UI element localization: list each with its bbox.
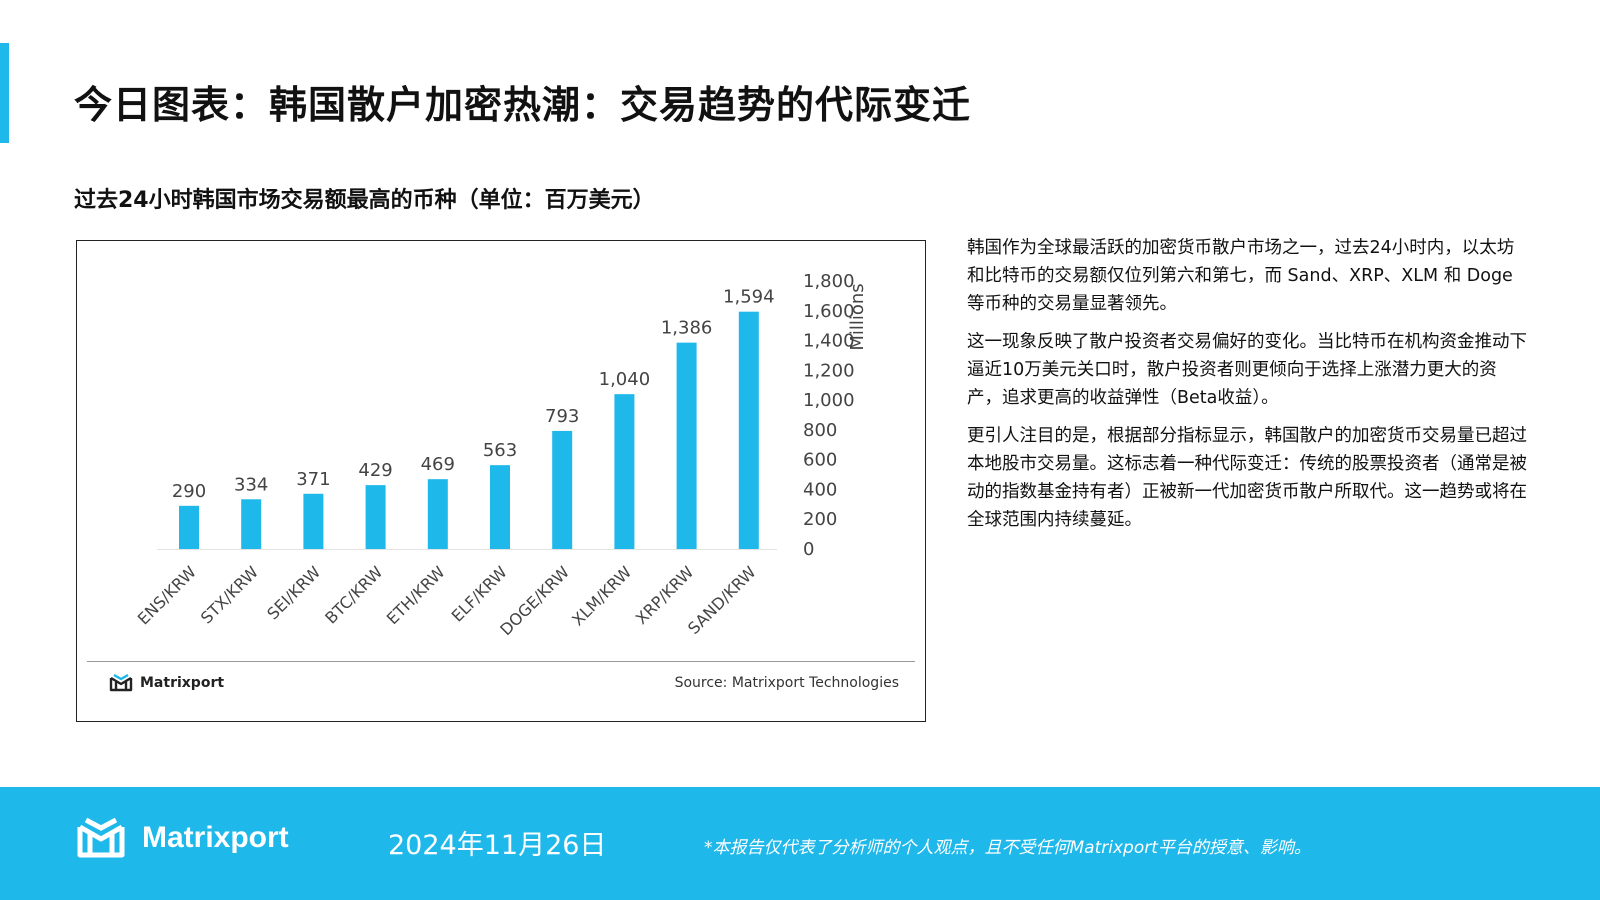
y-axis-label: Millions: [847, 283, 868, 350]
chart-subtitle: 过去24小时韩国市场交易额最高的币种（单位：百万美元）: [74, 188, 655, 213]
commentary-paragraph-1: 韩国作为全球最活跃的加密货币散户市场之一，过去24小时内，以太坊和比特币的交易额…: [967, 238, 1515, 314]
y-tick-label: 200: [803, 509, 837, 530]
disclaimer: *本报告仅代表了分析师的个人观点，且不受任何Matrixport平台的授意、影响…: [704, 838, 1311, 858]
footer-bar: Matrixport 2024年11月26日 *本报告仅代表了分析师的个人观点，…: [0, 787, 1600, 900]
x-tick-label: ENS/KRW: [134, 562, 200, 628]
data-label: 334: [234, 474, 268, 495]
commentary: 韩国作为全球最活跃的加密货币散户市场之一，过去24小时内，以太坊和比特币的交易额…: [967, 234, 1527, 544]
y-tick-label: 1,400: [803, 331, 855, 352]
matrixport-logo-icon: [77, 817, 125, 858]
x-tick-label: SAND/KRW: [684, 562, 760, 638]
commentary-paragraph-3: 更引人注目的是，根据部分指标显示，韩国散户的加密货币交易量已超过本地股市交易量。…: [967, 426, 1527, 530]
bar: [241, 499, 262, 549]
data-label: 290: [172, 481, 206, 502]
data-label: 469: [421, 454, 455, 475]
data-label: 1,040: [599, 369, 651, 390]
bar: [427, 479, 448, 549]
bar: [676, 342, 697, 549]
bar: [738, 311, 759, 549]
bar: [490, 465, 510, 549]
bar: [179, 505, 199, 549]
data-label: 563: [483, 440, 517, 461]
chart-source: Source: Matrixport Technologies: [674, 675, 899, 691]
bar-chart: 290 ENS/KRW 334 STX/KRW 371 SEI/KRW 429 BTC/KRW…: [134, 271, 868, 639]
data-label: 1,386: [661, 318, 713, 339]
y-tick-label: 1,800: [803, 271, 855, 292]
data-label: 429: [358, 460, 392, 481]
x-tick-label: XRP/KRW: [632, 562, 698, 628]
bar: [303, 493, 324, 549]
chart-container: 290 ENS/KRW 334 STX/KRW 371 SEI/KRW 429 BTC/KRW…: [76, 240, 926, 722]
title-accent-bar: [0, 43, 9, 143]
chart-logo: Matrixport: [109, 674, 224, 692]
x-tick-label: ETH/KRW: [383, 562, 449, 628]
y-tick-label: 0: [803, 539, 814, 560]
y-tick-label: 1,600: [803, 301, 855, 322]
data-label: 793: [545, 406, 579, 427]
y-tick-label: 800: [803, 420, 837, 441]
chart-footer-divider: [87, 661, 915, 662]
chart-logo-text: Matrixport: [140, 675, 225, 691]
y-tick-label: 600: [803, 450, 837, 471]
x-tick-label: STX/KRW: [197, 562, 262, 627]
footer-logo: Matrixport: [76, 817, 289, 859]
x-tick-label: BTC/KRW: [321, 562, 386, 627]
y-tick-label: 1,000: [803, 390, 855, 411]
y-tick-label: 1,200: [803, 360, 855, 381]
page-title: 今日图表：韩国散户加密热潮：交易趋势的代际变迁: [74, 83, 972, 127]
data-label: 1,594: [723, 287, 775, 308]
data-label: 371: [296, 469, 330, 490]
report-date: 2024年11月26日: [388, 830, 607, 861]
x-tick-label: ELF/KRW: [448, 562, 511, 625]
x-tick-label: XLM/KRW: [568, 562, 635, 629]
commentary-paragraph-2: 这一现象反映了散户投资者交易偏好的变化。当比特币在机构资金推动下逼近10万美元关…: [967, 332, 1527, 408]
bar: [365, 485, 386, 549]
bar: [552, 430, 573, 549]
x-tick-label: SEI/KRW: [263, 562, 324, 623]
bar: [614, 394, 635, 549]
matrixport-logo-icon: [109, 674, 133, 692]
footer-brand: Matrixport: [142, 821, 289, 854]
y-tick-label: 400: [803, 479, 837, 500]
